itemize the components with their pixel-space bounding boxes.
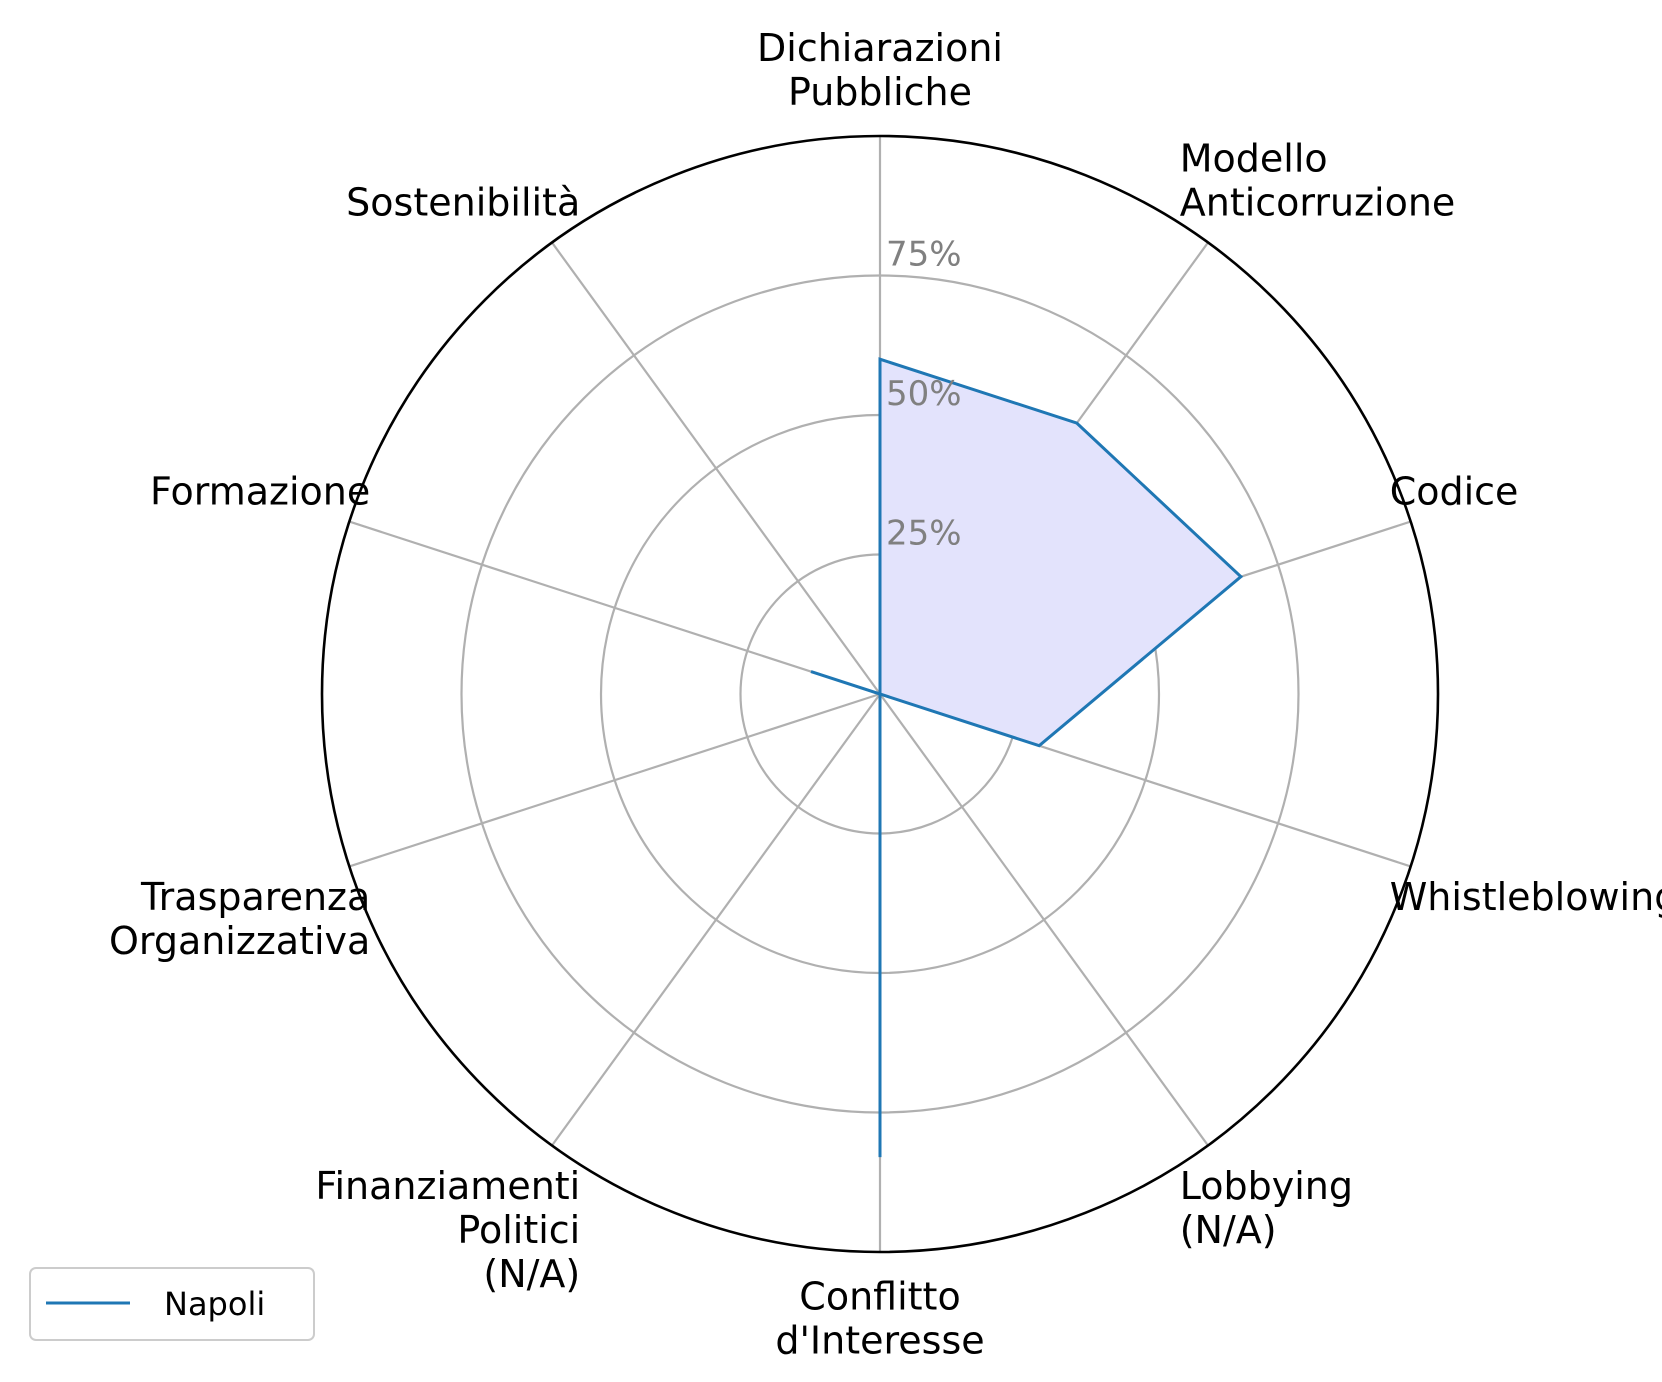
grid-spoke-4 — [879, 693, 1209, 1147]
rtick-label-50: 50% — [886, 374, 962, 414]
rtick-label-75: 75% — [886, 235, 962, 275]
series-fill-0 — [811, 359, 1241, 1158]
frame-layer — [320, 134, 1440, 1254]
grid-spoke-6 — [551, 693, 881, 1147]
series-line-0 — [810, 357, 1244, 1158]
axis-label-4: Lobbying (N/A) — [1180, 1164, 1353, 1252]
axis-label-0: Dichiarazioni Pubbliche — [757, 26, 1003, 114]
axis-label-1: Modello Anticorruzione — [1180, 136, 1456, 224]
series-layer — [810, 357, 1244, 1158]
axis-label-9: Sostenibilità — [346, 180, 580, 224]
grid-spoke-7 — [348, 692, 881, 868]
grid-spoke-8 — [348, 520, 881, 696]
axis-label-3: Whistleblowing — [1390, 875, 1662, 919]
axis-label-8: Formazione — [150, 469, 370, 513]
axis-labels: Dichiarazioni Pubbliche Modello Anticorruzi… — [109, 26, 1662, 1362]
axis-label-5: Conflitto d'Interesse — [775, 1274, 984, 1362]
legend-box — [29, 1267, 315, 1341]
grid-spoke-9 — [551, 241, 881, 695]
legend-label-napoli: Napoli — [164, 1285, 265, 1323]
axis-label-2: Codice — [1390, 469, 1519, 513]
legend: Napoli — [29, 1267, 315, 1341]
outer-frame — [320, 134, 1440, 1254]
tick-layer: 25% 50% 75% — [886, 235, 962, 554]
axis-label-6: Finanziamenti Politici (N/A) — [315, 1164, 580, 1296]
axis-label-7: Trasparenza Organizzativa — [109, 875, 370, 963]
rtick-label-25: 25% — [886, 514, 962, 554]
